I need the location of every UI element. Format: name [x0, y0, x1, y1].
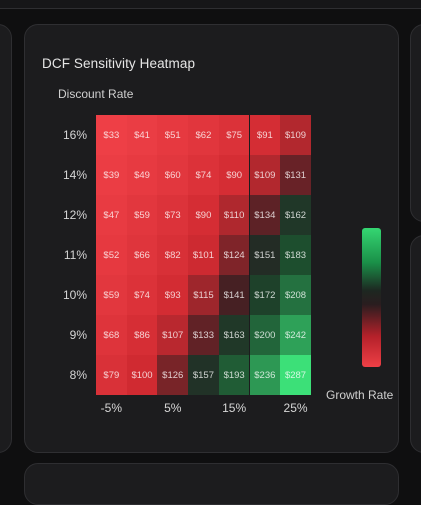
heatmap-cell[interactable]: $183	[280, 235, 311, 275]
heatmap-cell[interactable]: $82	[157, 235, 189, 275]
heatmap-cell[interactable]: $79	[96, 355, 127, 395]
heatmap-grid: $33 $41 $51 $62 $75 $91 $109 $39 $49 $60 $74 $90 $10…	[96, 115, 311, 395]
heatmap-cell[interactable]: $151	[249, 235, 281, 275]
background-card-right-top	[410, 24, 421, 222]
heatmap-cell[interactable]: $162	[280, 195, 311, 235]
y-tick-label: 10%	[62, 288, 87, 302]
heatmap-cell[interactable]: $68	[96, 315, 127, 355]
heatmap-cell[interactable]: $62	[188, 115, 219, 155]
y-tick-label: 9%	[69, 328, 87, 342]
heatmap-cell[interactable]: $49	[126, 155, 158, 195]
heatmap-cell[interactable]: $126	[157, 355, 189, 395]
background-card-left	[0, 24, 12, 453]
y-tick-label: 14%	[62, 168, 87, 182]
heatmap-cell[interactable]: $90	[218, 155, 250, 195]
heatmap-cell[interactable]: $163	[218, 315, 250, 355]
heatmap-cell[interactable]: $33	[96, 115, 127, 155]
y-axis-title: Discount Rate	[58, 87, 134, 101]
y-tick-label: 11%	[63, 248, 87, 262]
heatmap-cell[interactable]: $93	[157, 275, 189, 315]
heatmap-cell[interactable]: $100	[126, 355, 158, 395]
heatmap-cell[interactable]: $287	[280, 355, 311, 395]
heatmap-cell[interactable]: $131	[280, 155, 311, 195]
heatmap-cell[interactable]: $91	[249, 115, 281, 155]
background-card-right-bottom	[410, 235, 421, 453]
heatmap-cell[interactable]: $133	[188, 315, 219, 355]
heatmap-cell[interactable]: $208	[280, 275, 311, 315]
heatmap-cell[interactable]: $200	[249, 315, 281, 355]
y-tick-label: 16%	[62, 128, 87, 142]
background-card-top	[0, 0, 421, 9]
heatmap-cell[interactable]: $141	[218, 275, 250, 315]
heatmap-cell[interactable]: $236	[249, 355, 281, 395]
heatmap-cell[interactable]: $66	[126, 235, 158, 275]
heatmap-cell[interactable]: $39	[96, 155, 127, 195]
heatmap-card: DCF Sensitivity Heatmap Discount Rate 16…	[24, 24, 399, 453]
heatmap-cell[interactable]: $157	[188, 355, 219, 395]
heatmap-cell[interactable]: $115	[188, 275, 219, 315]
heatmap-cell[interactable]: $47	[96, 195, 127, 235]
heatmap-cell[interactable]: $134	[249, 195, 281, 235]
color-legend-bar	[362, 228, 381, 367]
heatmap-cell[interactable]: $90	[188, 195, 219, 235]
heatmap-cell[interactable]: $74	[126, 275, 158, 315]
y-tick-label: 8%	[69, 368, 87, 382]
heatmap-cell[interactable]: $242	[280, 315, 311, 355]
heatmap-cell[interactable]: $109	[249, 155, 281, 195]
chart-title: DCF Sensitivity Heatmap	[42, 56, 196, 71]
heatmap-cell[interactable]: $59	[126, 195, 158, 235]
heatmap-cell[interactable]: $60	[157, 155, 189, 195]
x-tick-label: 25%	[283, 401, 308, 415]
heatmap-cell[interactable]: $101	[188, 235, 219, 275]
heatmap-cell[interactable]: $41	[126, 115, 158, 155]
heatmap-cell[interactable]: $74	[188, 155, 219, 195]
x-tick-label: 5%	[164, 401, 182, 415]
background-card-bottom	[24, 463, 399, 505]
heatmap-cell[interactable]: $75	[218, 115, 250, 155]
x-tick-label: 15%	[222, 401, 247, 415]
heatmap-cell[interactable]: $193	[218, 355, 250, 395]
heatmap-cell[interactable]: $59	[96, 275, 127, 315]
heatmap-cell[interactable]: $73	[157, 195, 189, 235]
x-tick-label: -5%	[100, 401, 123, 415]
heatmap-cell[interactable]: $52	[96, 235, 127, 275]
heatmap-cell[interactable]: $172	[249, 275, 281, 315]
heatmap-cell[interactable]: $51	[157, 115, 189, 155]
heatmap-cell[interactable]: $107	[157, 315, 189, 355]
legend-label: Growth Rate	[326, 388, 394, 402]
heatmap-cell[interactable]: $109	[280, 115, 311, 155]
heatmap-cell[interactable]: $124	[218, 235, 250, 275]
y-tick-label: 12%	[62, 208, 87, 222]
heatmap-cell[interactable]: $110	[218, 195, 250, 235]
heatmap-cell[interactable]: $86	[126, 315, 158, 355]
